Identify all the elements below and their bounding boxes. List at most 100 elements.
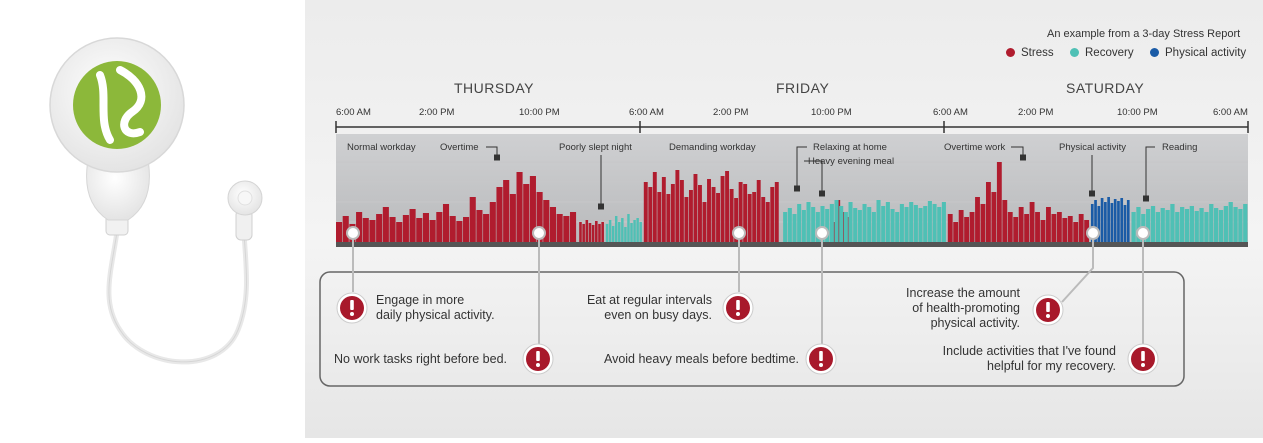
tick-label: 2:00 PM — [713, 107, 749, 118]
bar-stress — [536, 192, 543, 242]
bar-stress — [543, 200, 550, 242]
recommendation-recovery-activities: Include activities that I've found helpf… — [900, 344, 1116, 374]
exclamation-icon — [1127, 343, 1159, 375]
annotation-labels: Normal workday Overtime Poorly slept nig… — [347, 142, 1197, 167]
bar-stress — [1040, 220, 1046, 242]
recommendation-line: daily physical activity. — [376, 308, 495, 322]
timeline-marker — [346, 226, 360, 240]
bar-stress — [670, 184, 675, 242]
exclamation-icon — [522, 343, 554, 375]
bar-recovery — [811, 207, 816, 242]
bar-stress — [456, 221, 463, 242]
bar-stress — [1067, 216, 1073, 242]
bar-recovery — [627, 214, 630, 242]
annotation-label: Heavy evening meal — [808, 156, 894, 167]
annotation-label: Relaxing at home — [813, 142, 887, 153]
recommendation-no-work-before-bed: No work tasks right before bed. — [334, 352, 507, 367]
bar-recovery — [1228, 202, 1233, 242]
bar-stress — [652, 172, 657, 242]
bar-stress — [985, 182, 991, 242]
bar-stress — [489, 202, 496, 242]
timeline-marker — [732, 226, 746, 240]
bar-recovery — [614, 216, 618, 242]
bar-stress — [725, 171, 730, 242]
bar-stress — [569, 212, 577, 242]
recommendation-line: Eat at regular intervals — [586, 293, 712, 307]
bar-recovery — [867, 207, 872, 242]
bar-recovery — [1209, 204, 1214, 242]
bar-stress — [1013, 217, 1019, 242]
bar-recovery — [1131, 212, 1136, 242]
bar-stress — [666, 194, 671, 242]
bar-physical-activity — [1100, 198, 1104, 242]
bar-stress — [409, 209, 416, 242]
tick-label: 6:00 AM — [933, 107, 968, 118]
bar-recovery — [899, 204, 904, 242]
bar-stress — [1035, 212, 1040, 242]
legend-swatch-recovery — [1070, 48, 1079, 57]
bar-recovery — [881, 206, 886, 242]
bar-stress — [980, 204, 986, 242]
bar-stress — [369, 220, 376, 242]
bars-layer — [336, 162, 1248, 242]
tick-label: 2:00 PM — [1018, 107, 1054, 118]
bar-physical-activity — [1104, 202, 1107, 242]
bar-stress — [716, 193, 720, 242]
recommendation-avoid-heavy-meals: Avoid heavy meals before bedtime. — [585, 352, 799, 367]
bar-recovery — [1180, 207, 1185, 242]
bar-recovery — [1199, 208, 1204, 242]
bar-stress — [601, 222, 604, 242]
bar-stress — [402, 215, 409, 242]
recommendation-line: Include activities that I've found — [942, 344, 1116, 358]
legend-label: Physical activity — [1165, 47, 1247, 59]
bar-physical-activity — [1094, 200, 1097, 242]
bar-stress — [1024, 214, 1030, 242]
bar-stress — [342, 216, 349, 242]
bar-recovery — [801, 210, 806, 242]
bar-stress — [756, 180, 761, 242]
bar-stress — [953, 222, 959, 242]
bar-recovery — [941, 202, 946, 242]
exclamation-icon — [336, 292, 368, 324]
bar-recovery — [636, 218, 639, 242]
bar-recovery — [1170, 204, 1175, 242]
bar-physical-activity — [1126, 200, 1130, 242]
bar-stress — [743, 184, 748, 242]
bar-recovery — [605, 224, 609, 242]
bar-recovery — [797, 204, 802, 242]
bar-stress — [503, 180, 510, 242]
bar-stress — [648, 187, 653, 242]
legend-item-recovery: Recovery — [1070, 47, 1134, 59]
recommendation-connectors — [352, 234, 1144, 346]
bar-recovery — [1146, 209, 1151, 242]
recommendation-eat-regularly: Eat at regular intervals even on busy da… — [560, 293, 712, 323]
bar-recovery — [909, 202, 914, 242]
bar-recovery — [1184, 209, 1190, 242]
bar-stress — [675, 170, 680, 242]
bar-recovery — [937, 207, 942, 242]
bar-stress — [832, 222, 837, 242]
bar-stress — [643, 182, 648, 242]
bar-stress — [1051, 214, 1057, 242]
bar-stress — [483, 214, 490, 242]
timeline-marker — [815, 226, 829, 240]
bar-recovery — [825, 209, 830, 242]
bar-stress — [770, 187, 775, 242]
annotation-label: Poorly slept night — [559, 142, 632, 153]
bar-stress — [734, 198, 739, 242]
bar-stress — [738, 182, 743, 242]
bar-stress — [657, 192, 662, 242]
bar-physical-activity — [1123, 205, 1127, 242]
bar-stress — [356, 212, 363, 242]
bar-physical-activity — [1097, 206, 1101, 242]
bar-recovery — [918, 208, 923, 242]
bar-stress — [422, 213, 429, 242]
time-axis — [335, 121, 1249, 133]
bar-physical-activity — [1110, 203, 1114, 242]
day-label-friday: FRIDAY — [776, 80, 830, 96]
bar-stress — [975, 197, 980, 242]
bar-stress — [964, 217, 970, 242]
bar-stress — [336, 222, 343, 242]
bar-stress — [711, 187, 716, 242]
bar-stress — [362, 218, 369, 242]
